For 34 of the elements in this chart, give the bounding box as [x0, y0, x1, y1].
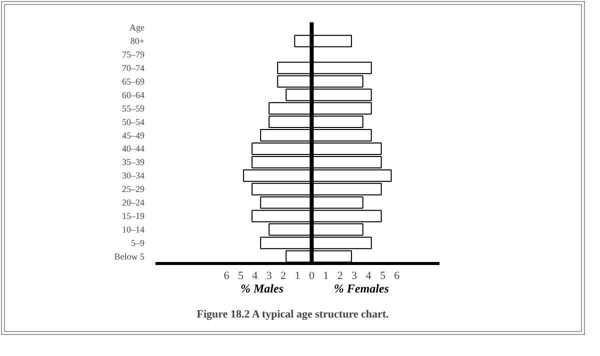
y-tick-label: 25–29: [122, 184, 145, 194]
x-tick-label: 0: [308, 270, 315, 282]
x-tick-label: 5: [380, 270, 386, 282]
x-tick-label: 4: [366, 270, 372, 282]
y-tick-label: 60–64: [122, 90, 145, 100]
x-tick-label: 5: [238, 270, 244, 282]
series-label: % Females: [334, 282, 390, 296]
series-label: % Males: [240, 282, 284, 296]
y-tick-label: 80+: [130, 36, 144, 46]
y-tick-label: Below 5: [114, 251, 145, 262]
y-tick-label: 50–54: [122, 116, 145, 127]
text: Figure 18.2 A typical age structure chart.: [196, 308, 390, 320]
y-tick-label: 20–24: [122, 198, 145, 208]
x-tick-label: 6: [224, 270, 230, 282]
x-tick-label: 6: [394, 270, 400, 282]
y-tick-label: 40–44: [122, 144, 145, 154]
y-tick-label: 30–34: [122, 170, 145, 181]
y-tick-label: 5–9: [131, 238, 145, 248]
x-tick-label: 2: [337, 270, 343, 282]
x-tick-label: 1: [323, 270, 329, 282]
x-tick-label: 3: [266, 270, 272, 282]
x-tick-label: 3: [352, 270, 358, 282]
x-tick-label: 2: [280, 270, 286, 282]
x-tick-label: 1: [294, 270, 300, 282]
y-tick-label: 15–19: [122, 211, 145, 222]
y-tick-label: 55–59: [122, 103, 145, 114]
y-tick-label: 35–39: [122, 157, 145, 168]
y-tick-label: 65–69: [122, 76, 145, 86]
y-tick-label: 45–49: [122, 130, 145, 140]
y-tick-label: 70–74: [122, 62, 145, 73]
y-axis-title: Age: [130, 22, 145, 33]
y-tick-label: 10–14: [122, 224, 145, 234]
y-tick-label: 75–79: [122, 50, 145, 60]
x-tick-label: 4: [252, 270, 258, 282]
